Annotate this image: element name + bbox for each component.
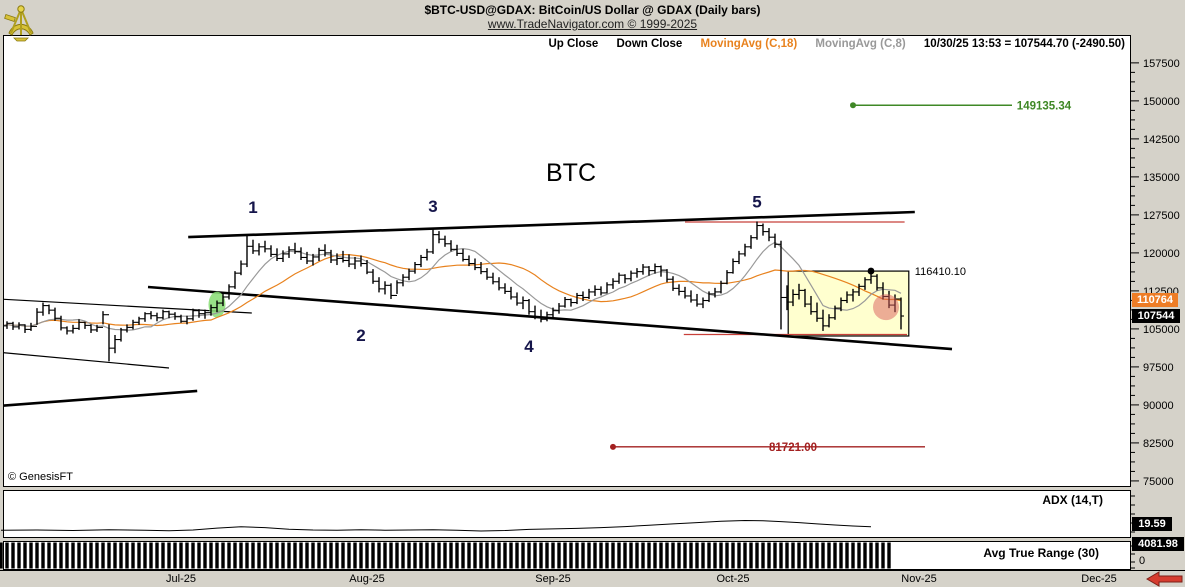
genesisft-logo-icon — [4, 2, 38, 47]
adx-indicator-panel[interactable] — [3, 490, 1131, 538]
scroll-left-arrow-icon[interactable] — [1144, 571, 1184, 587]
svg-text:90000: 90000 — [1143, 400, 1174, 412]
svg-text:142500: 142500 — [1143, 134, 1180, 146]
time-axis-strip — [0, 570, 1185, 587]
svg-text:127500: 127500 — [1143, 210, 1180, 222]
adx-panel-label: ADX (14,T) — [1042, 493, 1103, 507]
last-price-badge: 107544 — [1132, 309, 1180, 323]
svg-text:157500: 157500 — [1143, 58, 1180, 70]
genesisft-watermark: © GenesisFT — [8, 471, 73, 483]
svg-text:97500: 97500 — [1143, 362, 1174, 374]
svg-text:135000: 135000 — [1143, 172, 1180, 184]
legend-movingavg-18: MovingAvg (C,18) — [700, 38, 798, 50]
svg-text:120000: 120000 — [1143, 248, 1180, 260]
indicator-legend: Up Close Down Close MovingAvg (C,18) Mov… — [3, 38, 1125, 50]
price-chart-panel[interactable] — [3, 35, 1131, 487]
svg-text:82500: 82500 — [1143, 438, 1174, 450]
legend-up-close: Up Close — [548, 38, 599, 50]
svg-text:105000: 105000 — [1143, 324, 1180, 336]
atr-indicator-panel[interactable] — [3, 541, 1131, 570]
quote-status-text: 10/30/25 13:53 = 107544.70 (-2490.50) — [923, 38, 1125, 50]
ma-price-badge: 110764 — [1132, 293, 1178, 307]
atr-panel-label: Avg True Range (30) — [983, 546, 1099, 560]
chart-title-bar: $BTC-USD@GDAX: BitCoin/US Dollar @ GDAX … — [424, 3, 761, 17]
adx-value-badge: 19.59 — [1132, 517, 1172, 531]
atr-axis-zero-label: 0 — [1139, 555, 1146, 567]
svg-text:75000: 75000 — [1143, 476, 1174, 488]
svg-text:150000: 150000 — [1143, 96, 1180, 108]
tradenavigator-link[interactable]: www.TradeNavigator.com © 1999-2025 — [487, 17, 698, 31]
legend-down-close: Down Close — [616, 38, 683, 50]
legend-movingavg-8: MovingAvg (C,8) — [815, 38, 906, 50]
atr-value-badge: 4081.98 — [1132, 537, 1184, 551]
